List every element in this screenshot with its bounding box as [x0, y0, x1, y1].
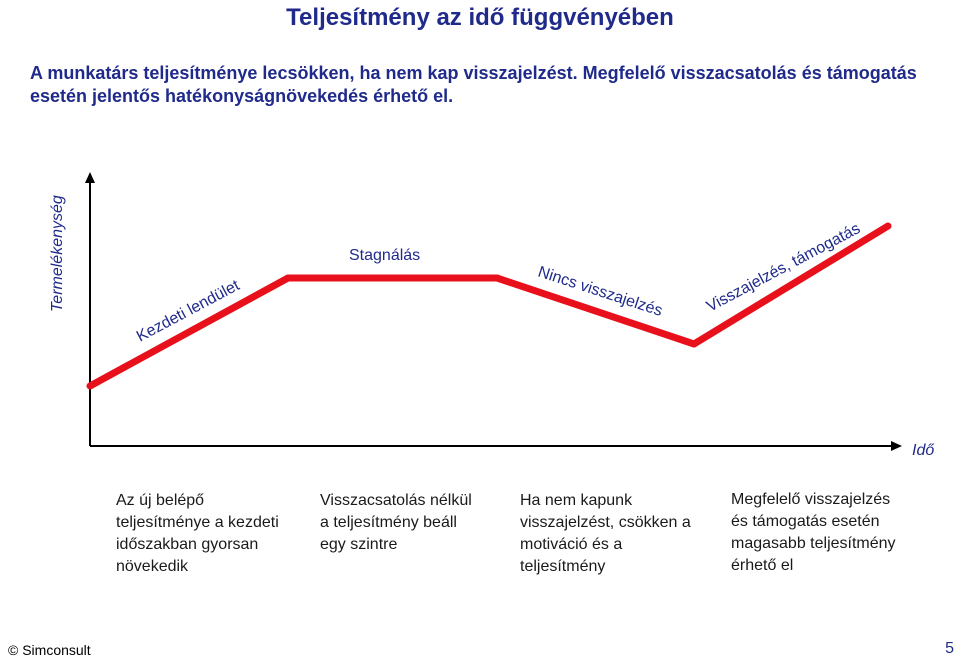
segment-initial-rise: [86, 274, 292, 390]
performance-line: [86, 222, 892, 390]
page-title: Teljesítmény az idő függvényében: [286, 4, 674, 31]
segment-decline: [493, 274, 698, 348]
x-axis-label: Idő: [912, 442, 935, 459]
phase-label-stagnation: Stagnálás: [349, 247, 420, 264]
phase-label-feedback-support: Visszajelzés, támogatás: [704, 220, 863, 315]
y-axis-label: Termelékenység: [49, 195, 66, 312]
phase-description-1: Az új belépő teljesítménye a kezdeti idő…: [116, 492, 279, 575]
phase-description-3: Ha nem kapunk visszajelzést, csökken a m…: [520, 492, 691, 575]
page-subtitle: A munkatárs teljesítménye lecsökken, ha …: [30, 63, 917, 106]
phase-description-2: Visszacsatolás nélkül a teljesítmény beá…: [320, 492, 472, 553]
page-number: 5: [945, 640, 954, 657]
segment-recovery: [690, 222, 892, 348]
phase-description-4: Megfelelő visszajelzés és támogatás eset…: [731, 491, 896, 574]
y-axis-arrow-icon: [85, 172, 95, 183]
x-axis-arrow-icon: [891, 441, 902, 451]
copyright-text: © Simconsult: [8, 642, 91, 658]
